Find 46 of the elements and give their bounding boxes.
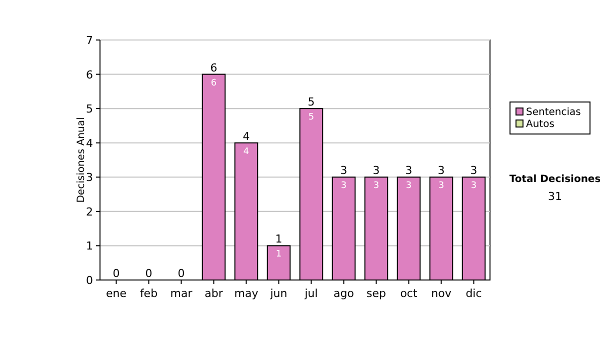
text: Total Decisiones	[509, 174, 600, 185]
x-tick-label: feb	[140, 287, 158, 300]
x-tick-label: sep	[366, 287, 386, 300]
total-label: 3	[438, 164, 445, 178]
total-label: 0	[112, 267, 120, 280]
total-label: 0	[178, 267, 185, 280]
data-label: 5	[308, 112, 314, 123]
y-tick-label: 3	[86, 171, 93, 184]
x-tick-label: jun	[269, 287, 288, 300]
data-label: 3	[470, 181, 477, 192]
data-label: 3	[340, 181, 347, 192]
total-label: 1	[275, 232, 282, 246]
data-label: 3	[406, 181, 412, 192]
y-tick-label: 5	[86, 102, 93, 116]
total-label: 4	[242, 130, 250, 143]
x-tick-label: jul	[304, 287, 318, 300]
data-label: 6	[210, 78, 217, 88]
data-label: 3	[438, 181, 444, 192]
legend-label: Sentencias	[526, 107, 581, 118]
total-label: 3	[372, 164, 380, 178]
total-label: 5	[308, 96, 315, 109]
x-tick-label: may	[234, 287, 259, 300]
total-label: 6	[210, 61, 218, 74]
y-axis-title: Decisiones Anual	[76, 117, 87, 203]
x-tick-label: oct	[400, 287, 418, 300]
x-tick-label: mar	[170, 287, 193, 300]
x-tick-label: ene	[106, 287, 127, 300]
x-tick-label: dic	[466, 287, 482, 300]
total-label: 3	[340, 164, 348, 178]
total-label: 3	[405, 164, 412, 178]
data-label: 4	[243, 146, 250, 157]
x-tick-label: nov	[431, 287, 452, 300]
y-tick-label: 1	[86, 240, 93, 253]
y-tick-label: 6	[86, 68, 93, 82]
y-tick-label: 0	[86, 274, 93, 287]
y-tick-label: 4	[86, 136, 93, 150]
y-tick-label: 2	[86, 205, 93, 218]
x-tick-label: abr	[204, 287, 224, 300]
y-tick-label: 7	[86, 34, 93, 47]
data-label: 1	[276, 250, 282, 260]
text: 31	[548, 190, 562, 203]
x-tick-label: ago	[334, 287, 354, 300]
total-label: 3	[470, 164, 478, 178]
legend-label: Autos	[526, 119, 554, 130]
data-label: 3	[373, 181, 380, 192]
total-label: 0	[145, 267, 152, 280]
